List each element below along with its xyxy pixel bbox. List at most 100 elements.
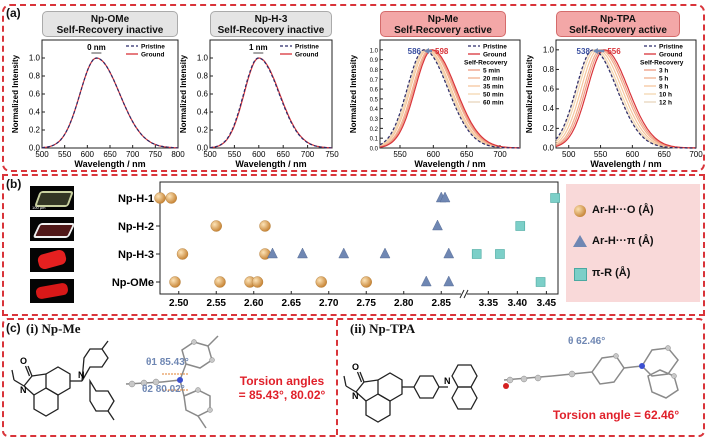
panel-a-frame: [2, 4, 705, 172]
pi-r-point: [471, 249, 482, 259]
pi-r-point: [550, 193, 560, 203]
pi-r-point: [495, 249, 505, 259]
pi-r-point: [515, 221, 526, 231]
y-tick-label: 0.2: [543, 124, 555, 133]
axis-break-mark: [463, 289, 469, 299]
y-tick-label: 0.4: [543, 104, 555, 113]
ar-h-o-point: [214, 276, 226, 288]
x-tick-label: 600: [427, 150, 441, 159]
x-tick-label: 700: [493, 150, 507, 159]
ar-h-pi-point: [379, 247, 391, 259]
x-tick-label: 700: [301, 150, 315, 159]
panel-c-divider: [336, 320, 338, 435]
legend-heading: Self-Recovery: [640, 60, 684, 67]
y-tick-label: 0.8: [29, 72, 41, 81]
y-tick-label: 0.6: [543, 85, 555, 94]
x-tick-label: 650: [658, 150, 672, 159]
panel-b-chart: 2.50 2.55 2.60 2.65 2.70 2.75 2.80 2.85 3.35 3.40…: [112, 181, 560, 309]
legend-entry: 60 min: [483, 100, 504, 107]
peak-right-label: 598: [435, 47, 449, 56]
peak-shift-arrowhead: [424, 48, 429, 54]
series-line-pristine: [209, 57, 332, 149]
series-line-pristine: [41, 57, 178, 149]
legend-entry: 10 h: [659, 92, 672, 99]
ar-h-o-point: [154, 192, 166, 204]
y-tick-label: 0.1: [370, 137, 379, 143]
series-line-pristine: [379, 49, 520, 149]
y-tick-label: 0.3: [370, 117, 379, 123]
x-tick-label: 550: [393, 150, 407, 159]
ar-h-o-point: [165, 192, 177, 204]
micrograph-scale: 100 μm: [32, 205, 46, 210]
legend-entry: 12 h: [659, 100, 672, 107]
plot4-title: Np-TPA: [600, 14, 636, 25]
x-axis-label: Wavelength / nm: [590, 159, 661, 169]
y-tick-label: 0.0: [197, 144, 209, 153]
series-line-ground: [209, 57, 332, 149]
x-tick-label: 650: [277, 150, 291, 159]
x-tick-label: 700: [126, 150, 140, 159]
micrograph-np-ome: [30, 279, 74, 303]
legend-entry: 3 h: [659, 68, 668, 75]
x-tick-label: 500: [203, 150, 217, 159]
x-axis-label: Wavelength / nm: [235, 159, 306, 169]
y-axis-label: Normalized Intensity: [525, 54, 534, 133]
legend-entry: 50 min: [483, 92, 504, 99]
plot1-subtitle: Self-Recovery inactive: [56, 25, 164, 36]
x-tick-label: 750: [325, 150, 339, 159]
panel-c-label: (c): [6, 321, 21, 335]
ar-h-o-point: [169, 276, 181, 288]
ar-h-pi-point: [443, 275, 455, 287]
legend-heading: Self-Recovery: [464, 60, 508, 67]
plot1-title-box: Np-OMe Self-Recovery inactive: [42, 11, 178, 37]
x-tick-label: 2.80: [394, 298, 414, 309]
y-tick-label: 0.8: [197, 72, 209, 81]
peak-left-label: 586: [408, 47, 422, 56]
peak-right-label: 556: [607, 47, 621, 56]
y-tick-label: 0.2: [370, 127, 379, 133]
x-tick-label: 650: [460, 150, 474, 159]
row-label: Np-H-3: [118, 249, 154, 261]
x-axis-label: Wavelength / nm: [74, 159, 145, 169]
x-tick-label: 2.75: [357, 298, 377, 309]
y-tick-label: 0.7: [370, 78, 379, 84]
x-tick-label: 550: [594, 150, 608, 159]
ar-h-pi-point: [432, 219, 443, 231]
x-tick-label: 550: [58, 150, 72, 159]
spectrum-plot-4: 500 550 600 650 700 Wavelength / nm 0.0 0.2 0.4 0…: [525, 39, 703, 169]
spectrum-plot-3: 550 600 650 700 Wavelength / nm 0.0 0.1 0.2 0.3 0…: [349, 39, 521, 169]
plot-frame: [379, 39, 521, 149]
x-tick-label: 500: [562, 150, 576, 159]
legend-triangle-icon: [573, 235, 587, 247]
right-torsion-text: Torsion angle = 62.46°: [552, 408, 680, 422]
legend-entry: 5 min: [483, 68, 500, 75]
legend-entry: 8 h: [659, 84, 668, 91]
x-tick-label: 550: [228, 150, 242, 159]
legend-entry: Ground: [483, 52, 506, 59]
np-tpa-structure: N O N: [343, 362, 478, 423]
theta2-label: θ2 80.02°: [142, 384, 185, 395]
y-tick-label: 0.4: [197, 108, 209, 117]
left-torsion-text: Torsion angles = 85.43°, 80.02°: [232, 374, 332, 402]
y-axis-label: Normalized Intensity: [11, 54, 20, 133]
plot1-title: Np-OMe: [90, 14, 130, 25]
x-tick-label: 600: [252, 150, 266, 159]
legend-cube-icon: [574, 268, 587, 281]
y-tick-label: 0.9: [370, 58, 379, 64]
svg-text:N: N: [20, 385, 27, 395]
micrograph-np-h-3: [30, 248, 74, 272]
panel-b-frame: [2, 174, 705, 316]
panel-c-frame: [2, 318, 705, 437]
y-tick-label: 1.0: [370, 48, 379, 54]
x-tick-label: 3.45: [537, 298, 557, 309]
legend-entry: Ground: [659, 52, 682, 59]
svg-text:O: O: [20, 356, 27, 366]
y-tick-label: 0.2: [197, 126, 209, 135]
legend-entry: Pristine: [483, 44, 507, 51]
left-torsion-line1: Torsion angles: [239, 374, 325, 388]
x-tick-label: 750: [149, 150, 163, 159]
shift-annotation: 1 nm: [249, 43, 268, 52]
y-tick-label: 0.0: [29, 144, 41, 153]
svg-text:N: N: [78, 370, 85, 380]
row-label: Np-H-1: [118, 193, 154, 205]
